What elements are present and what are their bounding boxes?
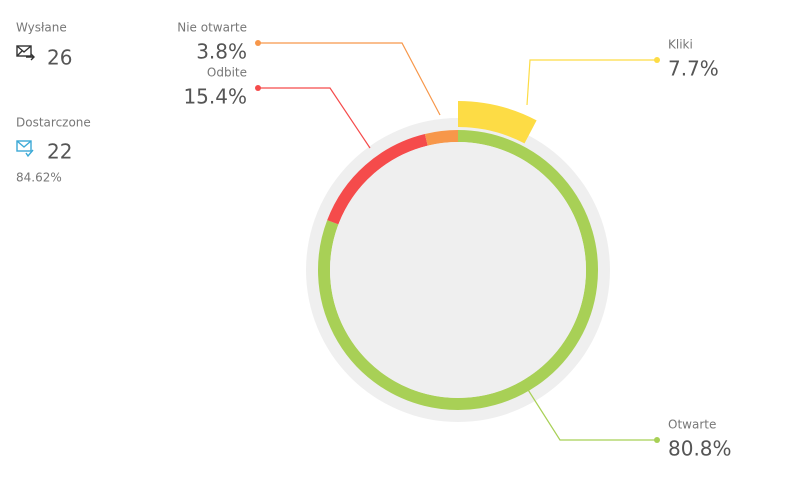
callout-value: 80.8% bbox=[668, 437, 732, 461]
stat-percent: 84.62% bbox=[16, 171, 62, 185]
leader-line bbox=[258, 42, 441, 116]
stat-label: Wysłane bbox=[16, 21, 67, 35]
inner-disc bbox=[330, 142, 586, 398]
chart: Otwarte 80.8% Odbite 15.4% Nie otwarte 3.8% Kl… bbox=[177, 21, 731, 461]
stat-value: 22 bbox=[47, 140, 72, 164]
leader-dot bbox=[255, 85, 261, 91]
donut-segment bbox=[424, 130, 459, 146]
sent-icon bbox=[16, 45, 35, 61]
callout-name: Kliki bbox=[668, 38, 693, 52]
callout-name: Odbite bbox=[207, 66, 247, 80]
leader-dot bbox=[654, 437, 660, 443]
callout-value: 15.4% bbox=[183, 85, 247, 109]
callout-value: 7.7% bbox=[668, 57, 719, 81]
leader-line bbox=[524, 384, 657, 441]
donut-segment bbox=[327, 133, 428, 225]
delivered-icon bbox=[16, 140, 34, 158]
overlay-segment bbox=[457, 101, 537, 144]
donut-segment bbox=[318, 130, 598, 410]
leader-line bbox=[258, 87, 371, 149]
stat-label: Dostarczone bbox=[16, 116, 91, 130]
leader-dot bbox=[255, 40, 261, 46]
leader-dot bbox=[654, 57, 660, 63]
leader-line bbox=[526, 59, 657, 106]
callout-name: Otwarte bbox=[668, 418, 716, 432]
callout-name: Nie otwarte bbox=[177, 21, 247, 35]
callout-value: 3.8% bbox=[196, 40, 247, 64]
stat-value: 26 bbox=[47, 46, 72, 70]
